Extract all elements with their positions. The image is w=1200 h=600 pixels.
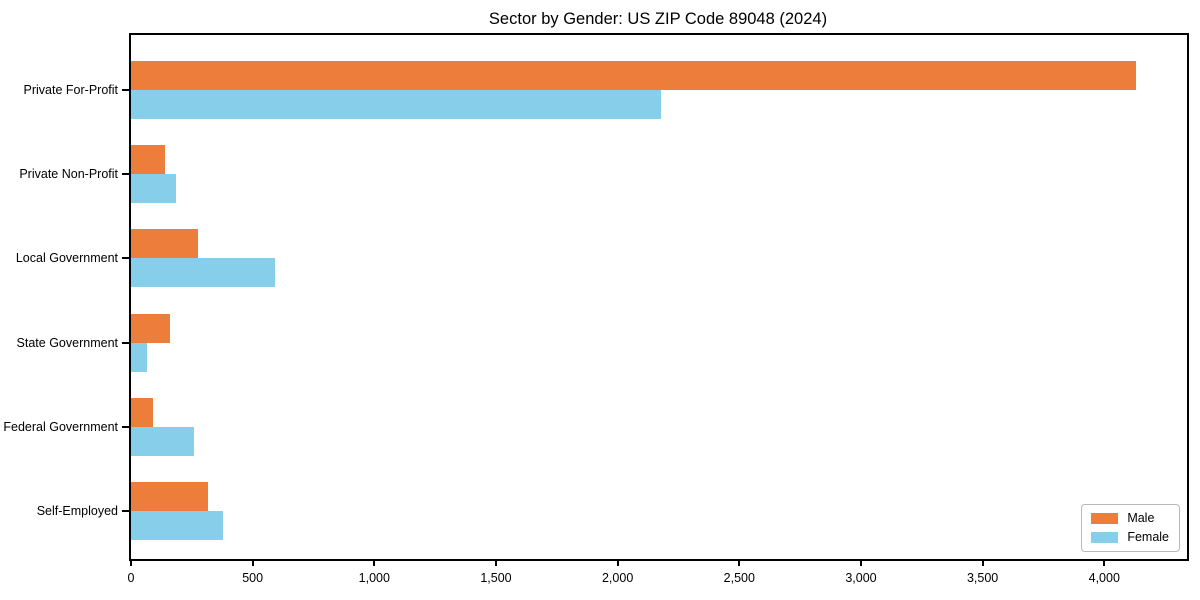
y-tick-mark xyxy=(122,173,129,176)
y-tick-mark xyxy=(122,341,129,344)
x-tick-label: 1,000 xyxy=(358,571,390,585)
chart-title: Sector by Gender: US ZIP Code 89048 (202… xyxy=(488,10,828,28)
y-tick-label: Private For-Profit xyxy=(23,83,118,97)
legend-entry-male: Male xyxy=(1091,512,1169,525)
plot-area: Male Female Private For-Profit Private Non… xyxy=(3,33,1189,585)
bar-female-2 xyxy=(131,258,275,288)
x-tick-mark xyxy=(494,559,497,566)
bar-female-1 xyxy=(131,174,176,204)
x-tick-mark xyxy=(616,559,619,566)
bar-female-5 xyxy=(131,511,224,540)
x-tick-mark xyxy=(738,559,741,566)
y-tick-label: Federal Government xyxy=(3,419,118,434)
y-tick-label: Private Non-Profit xyxy=(19,167,118,182)
bar-female-4 xyxy=(131,426,195,456)
x-tick-label: 2,000 xyxy=(601,571,634,585)
legend-label: Male xyxy=(1127,511,1155,525)
bar-female-3 xyxy=(131,342,147,372)
y-tick-label: State Government xyxy=(16,335,118,350)
y-tick-mark xyxy=(122,89,129,91)
y-tick-mark xyxy=(122,257,129,260)
y-tick-mark xyxy=(122,425,129,428)
x-tick-label: 3,500 xyxy=(966,571,999,585)
x-tick-label: 500 xyxy=(242,571,264,585)
bar-male-3 xyxy=(131,313,170,343)
x-tick-label: 4,000 xyxy=(1088,571,1120,585)
x-tick-mark xyxy=(130,559,132,566)
x-tick-mark xyxy=(373,559,376,566)
x-tick-mark xyxy=(981,559,984,566)
legend-entry-female: Female xyxy=(1091,531,1169,544)
x-tick-label: 1,500 xyxy=(480,571,512,585)
bar-male-0 xyxy=(131,61,1136,90)
legend-swatch-female xyxy=(1091,532,1119,543)
x-tick-label: 0 xyxy=(127,571,135,585)
x-tick-label: 2,500 xyxy=(723,571,755,585)
legend: Male Female xyxy=(1081,504,1180,552)
legend-swatch-male xyxy=(1091,513,1119,524)
y-tick-mark xyxy=(122,510,129,512)
x-tick-mark xyxy=(251,559,254,566)
bar-male-1 xyxy=(131,145,166,175)
y-tick-label: Local Government xyxy=(15,251,118,266)
y-tick-label: Self-Employed xyxy=(36,504,118,518)
bar-male-5 xyxy=(131,482,208,511)
x-tick-label: 3,000 xyxy=(845,571,877,585)
x-tick-mark xyxy=(859,559,862,566)
bar-female-0 xyxy=(131,90,662,119)
legend-label: Female xyxy=(1127,530,1169,544)
x-tick-mark xyxy=(1103,559,1106,566)
bar-male-2 xyxy=(131,229,198,259)
bar-male-4 xyxy=(131,397,153,427)
